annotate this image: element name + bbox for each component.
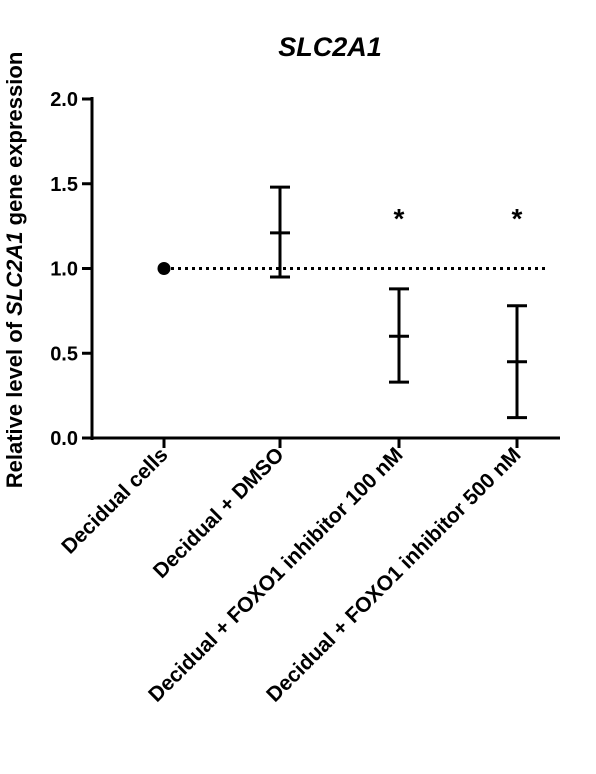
data-marks: * * [157, 185, 527, 420]
x-ticks [162, 438, 519, 448]
significance-marker: * [394, 203, 405, 234]
y-ticks: 0.0 0.5 1.0 1.5 2.0 [50, 89, 92, 450]
category-label: Decidual + FOXO1 inhibitor 100 nM [144, 443, 407, 706]
significance-marker: * [512, 203, 523, 234]
y-tick-label: 2.0 [50, 89, 78, 111]
category-label: Decidual + FOXO1 inhibitor 500 nM [262, 443, 525, 706]
category-label: Decidual cells [57, 443, 172, 558]
chart-title: SLC2A1 [278, 32, 382, 62]
category-label: Decidual + DMSO [149, 443, 289, 583]
data-point [157, 262, 171, 275]
y-tick-label: 1.5 [50, 174, 78, 196]
y-tick-label: 0.5 [50, 343, 78, 365]
y-tick-label: 1.0 [50, 259, 78, 281]
y-tick-label: 0.0 [50, 428, 78, 450]
y-axis-label: Relative level of SLC2A1 gene expression [2, 52, 27, 489]
